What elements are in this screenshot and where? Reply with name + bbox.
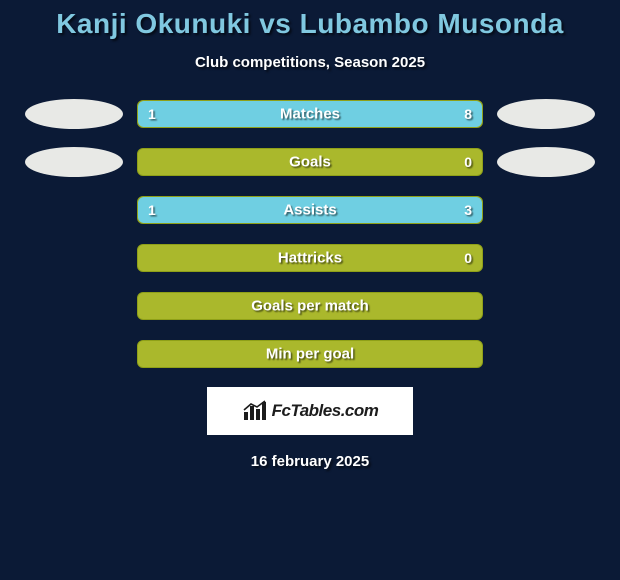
ellipse-placeholder	[25, 339, 123, 369]
player1-ellipse	[25, 147, 123, 177]
ellipse-placeholder	[25, 291, 123, 321]
chart-icon	[242, 400, 270, 422]
page-title: Kanji Okunuki vs Lubambo Musonda	[0, 8, 620, 40]
stat-row: Matches 1 8	[0, 99, 620, 129]
stat-value-player1: 1	[148, 202, 156, 218]
stat-bar: Goals 0	[137, 148, 483, 176]
ellipse-placeholder	[497, 243, 595, 273]
subtitle: Club competitions, Season 2025	[0, 54, 620, 71]
ellipse-placeholder	[497, 339, 595, 369]
bar-fill-player1	[138, 101, 176, 127]
stat-bar: Min per goal	[137, 340, 483, 368]
stat-row: Goals per match	[0, 291, 620, 321]
stat-label: Min per goal	[266, 346, 354, 363]
stat-bar: Goals per match	[137, 292, 483, 320]
comparison-infographic: Kanji Okunuki vs Lubambo Musonda Club co…	[0, 0, 620, 580]
stat-row: Goals 0	[0, 147, 620, 177]
stat-row: Hattricks 0	[0, 243, 620, 273]
stat-value-player2: 8	[464, 106, 472, 122]
ellipse-placeholder	[25, 243, 123, 273]
stat-value-player2: 0	[464, 154, 472, 170]
stat-bar: Hattricks 0	[137, 244, 483, 272]
ellipse-placeholder	[25, 195, 123, 225]
stat-value-player2: 3	[464, 202, 472, 218]
stat-row: Min per goal	[0, 339, 620, 369]
stat-label: Matches	[280, 106, 340, 123]
fctables-logo: FcTables.com	[207, 387, 413, 435]
date-text: 16 february 2025	[0, 453, 620, 470]
stat-bar: Assists 1 3	[137, 196, 483, 224]
stats-area: Matches 1 8 Goals 0 Assists 1 3 Hattricks 0 Goals …	[0, 99, 620, 369]
ellipse-placeholder	[497, 195, 595, 225]
stat-label: Assists	[283, 202, 336, 219]
player2-ellipse	[497, 99, 595, 129]
ellipse-placeholder	[497, 291, 595, 321]
stat-label: Hattricks	[278, 250, 342, 267]
stat-label: Goals per match	[251, 298, 369, 315]
logo-text: FcTables.com	[272, 401, 379, 421]
stat-bar: Matches 1 8	[137, 100, 483, 128]
stat-label: Goals	[289, 154, 331, 171]
stat-value-player2: 0	[464, 250, 472, 266]
bar-fill-player2	[224, 197, 482, 223]
player2-ellipse	[497, 147, 595, 177]
stat-value-player1: 1	[148, 106, 156, 122]
stat-row: Assists 1 3	[0, 195, 620, 225]
player1-ellipse	[25, 99, 123, 129]
